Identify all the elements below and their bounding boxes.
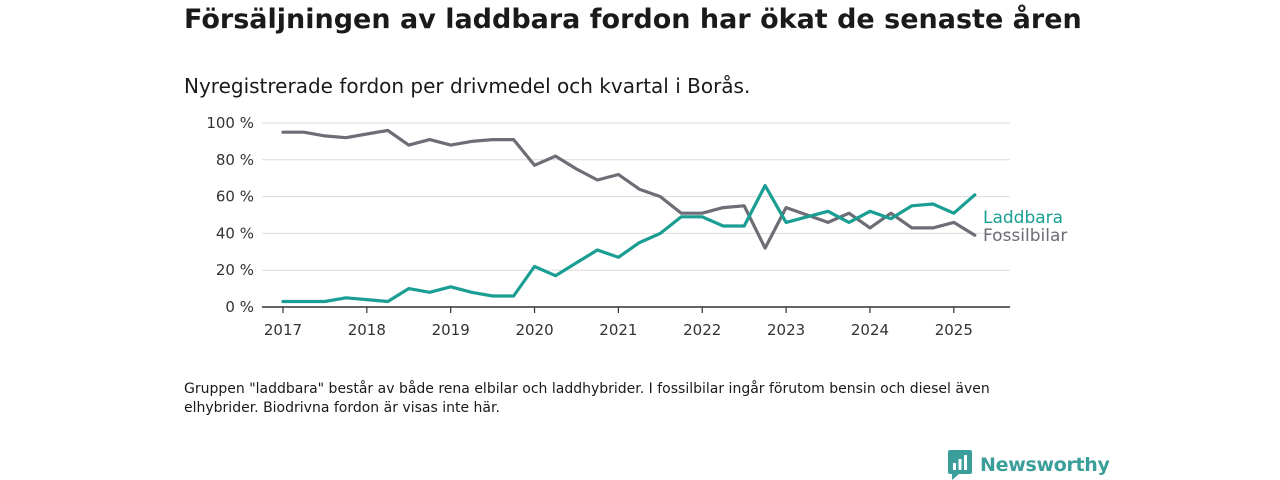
- y-tick-label: 60 %: [216, 188, 254, 206]
- x-tick-label: 2017: [264, 321, 302, 339]
- y-tick-label: 0 %: [225, 298, 254, 316]
- x-tick-label: 2023: [767, 321, 805, 339]
- y-tick-label: 20 %: [216, 261, 254, 279]
- newsworthy-chart-logo-icon: [948, 450, 972, 480]
- x-tick-label: 2024: [851, 321, 889, 339]
- series-line-fossilbilar: [281, 128, 977, 250]
- newsworthy-logo[interactable]: Newsworthy: [948, 450, 1110, 480]
- y-tick-label: 40 %: [216, 224, 254, 242]
- chart-subtitle: Nyregistrerade fordon per drivmedel och …: [184, 74, 751, 98]
- x-tick-label: 2018: [348, 321, 386, 339]
- x-tick-label: 2022: [683, 321, 721, 339]
- y-tick-label: 100 %: [206, 114, 254, 132]
- series-label-laddbara: Laddbara: [983, 208, 1063, 228]
- x-tick-label: 2025: [935, 321, 973, 339]
- chart-footnote: Gruppen "laddbara" består av både rena e…: [184, 381, 990, 416]
- x-tick-label: 2020: [515, 321, 553, 339]
- series-lines: [281, 128, 977, 304]
- y-tick-label: 80 %: [216, 151, 254, 169]
- chart-title: Försäljningen av laddbara fordon har öka…: [184, 4, 1082, 35]
- series-line-laddbara: [281, 184, 977, 304]
- brand-name: Newsworthy: [980, 454, 1110, 476]
- x-tick-label: 2019: [432, 321, 470, 339]
- gridlines: [262, 122, 1010, 271]
- x-axis: 2017 2018 2019 2020 2021 2022 2023 2024 2025: [262, 306, 1010, 339]
- line-chart: 0 % 20 % 40 % 60 % 80 % 100 % 2017 2018 2019 202…: [206, 114, 1067, 339]
- x-tick-label: 2021: [599, 321, 637, 339]
- series-label-fossilbilar: Fossilbilar: [983, 226, 1067, 246]
- y-axis-ticks: 0 % 20 % 40 % 60 % 80 % 100 %: [206, 114, 254, 316]
